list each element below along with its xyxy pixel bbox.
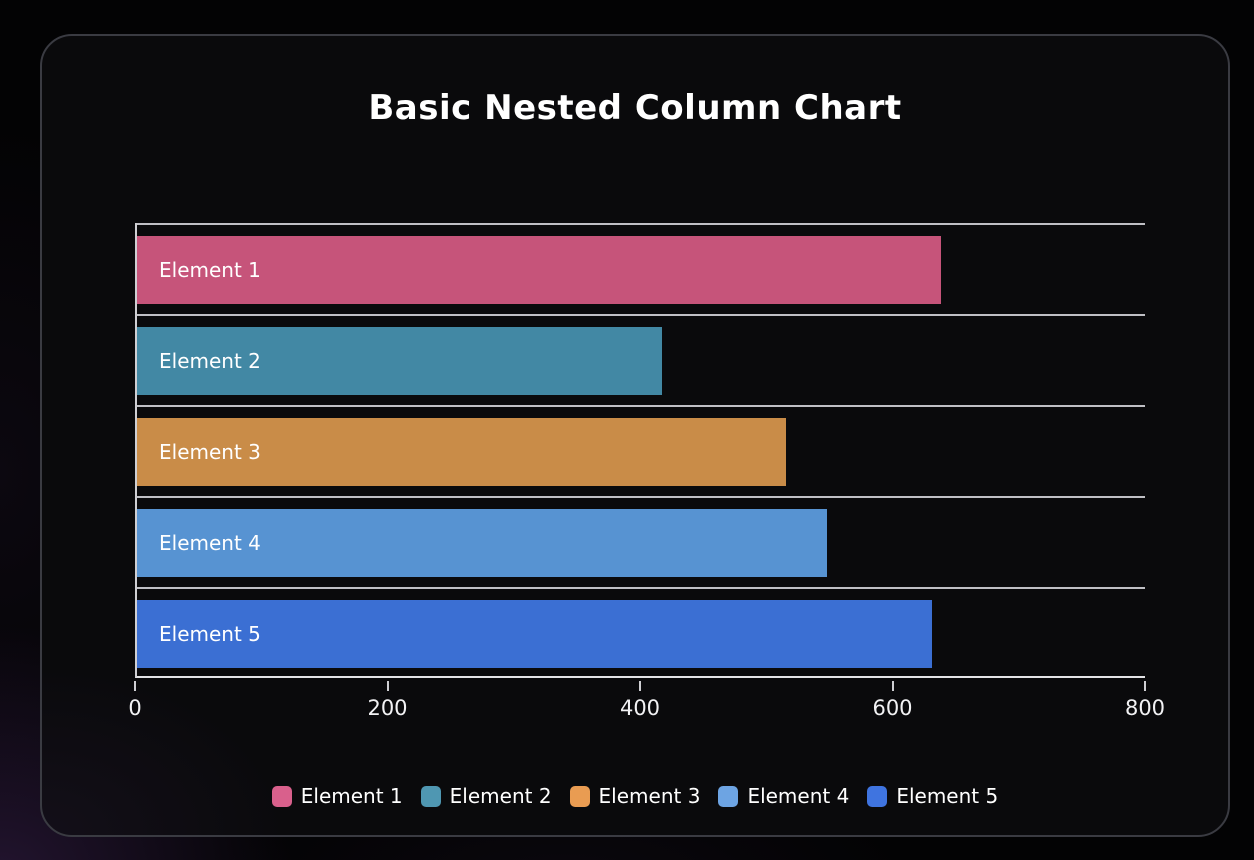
legend-item-element-1[interactable]: Element 1 [271, 784, 403, 808]
bar-element-1[interactable]: Element 1 [137, 236, 941, 304]
x-axis: 0 200 400 600 800 [128, 678, 1165, 748]
legend-label-element-3: Element 3 [598, 784, 701, 808]
chart-row-element-5: Element 5 [137, 587, 1145, 678]
legend-label-element-5: Element 5 [896, 784, 999, 808]
bar-element-3[interactable]: Element 3 [137, 418, 786, 486]
legend-swatch-element-3 [569, 785, 590, 807]
bar-label-element-1: Element 1 [159, 258, 261, 282]
legend-item-element-5[interactable]: Element 5 [867, 784, 998, 808]
legend-swatch-element-2 [420, 785, 441, 807]
chart-row-element-4: Element 4 [137, 496, 1145, 587]
x-tick-mark-800 [1144, 681, 1146, 691]
legend-label-element-4: Element 4 [747, 784, 850, 808]
legend-item-element-2[interactable]: Element 2 [420, 784, 552, 808]
x-tick-mark-0 [134, 681, 136, 691]
legend-label-element-2: Element 2 [449, 784, 552, 808]
chart-row-element-1: Element 1 [137, 223, 1145, 314]
legend-item-element-3[interactable]: Element 3 [569, 784, 701, 808]
chart-title: Basic Nested Column Chart [368, 88, 902, 128]
bar-element-2[interactable]: Element 2 [137, 327, 663, 395]
bar-element-5[interactable]: Element 5 [137, 600, 933, 668]
bar-label-element-4: Element 4 [159, 531, 261, 555]
bar-label-element-2: Element 2 [159, 349, 261, 373]
x-tick-mark-400 [639, 681, 641, 691]
x-tick-label-800: 800 [1124, 696, 1166, 720]
legend-swatch-element-4 [718, 785, 739, 807]
bar-element-4[interactable]: Element 4 [137, 509, 828, 577]
x-tick-label-0: 0 [128, 696, 142, 720]
chart-row-element-2: Element 2 [137, 314, 1145, 405]
x-tick-mark-200 [386, 681, 389, 691]
chart-row-element-3: Element 3 [137, 405, 1145, 496]
bar-label-element-5: Element 5 [159, 622, 261, 646]
plot-rows: Element 1 Element 2 Element 3 Element 4 Elem… [137, 223, 1145, 678]
legend-label-element-1: Element 1 [300, 784, 403, 808]
legend-item-element-4[interactable]: Element 4 [718, 784, 849, 808]
plot-area: Element 1 Element 2 Element 3 Element 4 Elem… [135, 223, 1145, 678]
x-tick-label-200: 200 [367, 696, 408, 720]
chart-card: Basic Nested Column Chart Element 1 Eleme… [40, 34, 1230, 837]
legend: Element 1 Element 2 Element 3 Element 4 Elem… [42, 784, 1228, 808]
legend-swatch-element-1 [271, 785, 292, 807]
x-tick-mark-600 [891, 681, 894, 691]
x-tick-label-400: 400 [619, 696, 661, 720]
x-tick-label-600: 600 [872, 696, 913, 720]
bar-label-element-3: Element 3 [159, 440, 261, 464]
legend-swatch-element-5 [867, 785, 888, 807]
